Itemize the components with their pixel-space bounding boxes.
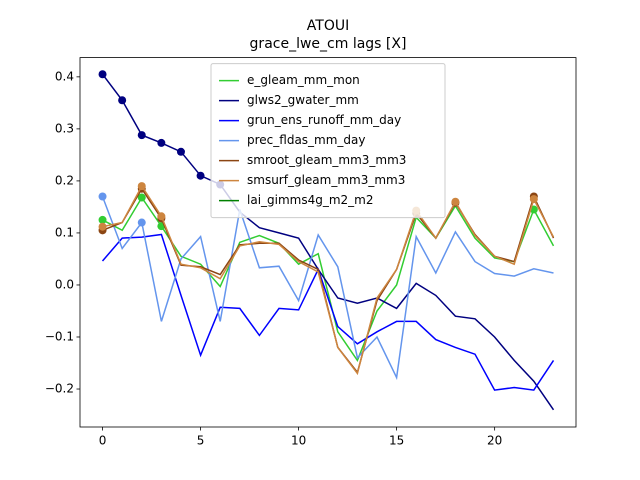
legend-label: lai_gimms4g_m2_m2 — [247, 193, 374, 207]
legend-label: prec_fldas_mm_day — [247, 133, 366, 147]
series-marker — [196, 171, 205, 180]
y-tick-label: 0.0 — [55, 277, 74, 291]
series-marker — [118, 96, 127, 105]
series-line — [102, 184, 555, 376]
series-line — [102, 196, 555, 362]
y-tick-label: −0.1 — [45, 329, 74, 343]
legend-label: grun_ens_runoff_mm_day — [247, 113, 401, 127]
legend-box — [210, 63, 446, 219]
chart-subtitle: grace_lwe_cm lags [X] — [250, 36, 407, 52]
series-marker — [157, 138, 166, 147]
series-marker — [98, 222, 107, 231]
series-marker — [157, 212, 166, 221]
series-line — [101, 196, 554, 381]
series-marker — [529, 195, 538, 204]
series-marker — [176, 147, 185, 156]
legend-label: smsurf_gleam_mm3_mm3 — [247, 173, 405, 187]
y-tick-label: 0.1 — [55, 225, 74, 239]
series-line — [101, 233, 555, 391]
series-marker — [98, 215, 107, 224]
x-tick-label: 10 — [291, 434, 306, 448]
y-tick-label: 0.3 — [55, 121, 74, 135]
y-tick-label: 0.2 — [55, 173, 74, 187]
series-marker — [98, 70, 107, 79]
y-tick-label: 0.4 — [55, 69, 74, 83]
legend-label: e_gleam_mm_mon — [247, 73, 360, 87]
series-marker — [137, 182, 146, 191]
plot-frame — [79, 57, 577, 428]
y-tick-label: −0.2 — [45, 382, 74, 396]
x-tick-label: 20 — [487, 434, 502, 448]
series-marker — [137, 193, 146, 202]
legend-label: smroot_gleam_mm3_mm3 — [247, 153, 406, 167]
legend-label: glws2_gwater_mm — [247, 93, 359, 107]
series-marker — [98, 192, 107, 201]
series-marker — [137, 218, 146, 227]
x-tick-label: 0 — [99, 434, 107, 448]
series-marker — [137, 131, 146, 140]
x-tick-label: 15 — [389, 434, 404, 448]
chart-title: ATOUI — [307, 18, 349, 34]
x-tick-label: 5 — [197, 434, 205, 448]
series-marker — [451, 197, 460, 206]
